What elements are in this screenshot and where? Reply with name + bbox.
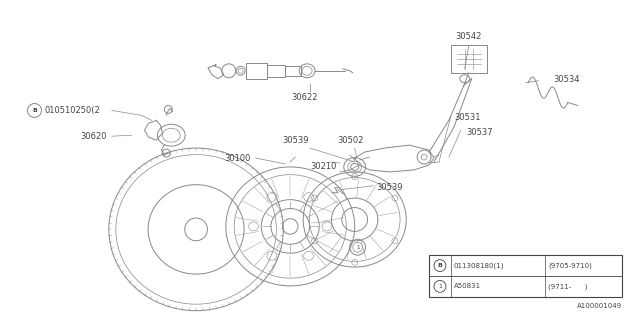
Text: (9705-9710): (9705-9710) [548, 262, 592, 269]
Text: 30539: 30539 [282, 136, 308, 145]
Bar [285, 66, 301, 76]
Text: 30622: 30622 [291, 92, 317, 101]
Text: 30620: 30620 [81, 132, 107, 141]
Text: B: B [438, 263, 442, 268]
Text: 30502: 30502 [337, 136, 364, 145]
Text: 1: 1 [356, 245, 360, 250]
Bar [429, 255, 622, 297]
Text: A50831: A50831 [454, 284, 481, 289]
Text: 30100: 30100 [224, 154, 251, 163]
Bar [268, 65, 285, 77]
Text: (9711-      ): (9711- ) [548, 283, 588, 290]
Text: A100001049: A100001049 [577, 303, 622, 309]
Bar [246, 63, 268, 79]
Text: 011308180(1): 011308180(1) [454, 262, 504, 269]
Text: 30542: 30542 [456, 32, 482, 41]
Text: 1: 1 [438, 284, 442, 289]
Text: 30210: 30210 [310, 163, 337, 172]
Text: B: B [32, 108, 37, 113]
Text: 30531: 30531 [454, 113, 481, 122]
Text: 30539: 30539 [376, 183, 403, 192]
Text: 30534: 30534 [553, 75, 579, 84]
Text: 010510250(2: 010510250(2 [44, 106, 100, 115]
Text: 30537: 30537 [467, 128, 493, 137]
